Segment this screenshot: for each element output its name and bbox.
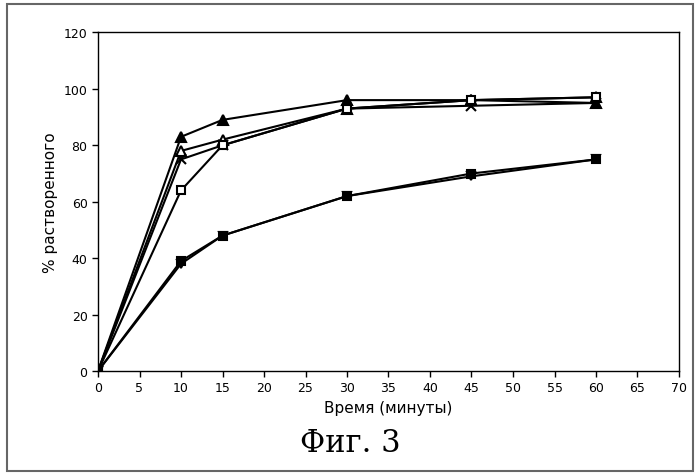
Text: Фиг. 3: Фиг. 3 bbox=[300, 427, 400, 458]
X-axis label: Время (минуты): Время (минуты) bbox=[324, 400, 453, 415]
Y-axis label: % растворенного: % растворенного bbox=[43, 132, 58, 272]
